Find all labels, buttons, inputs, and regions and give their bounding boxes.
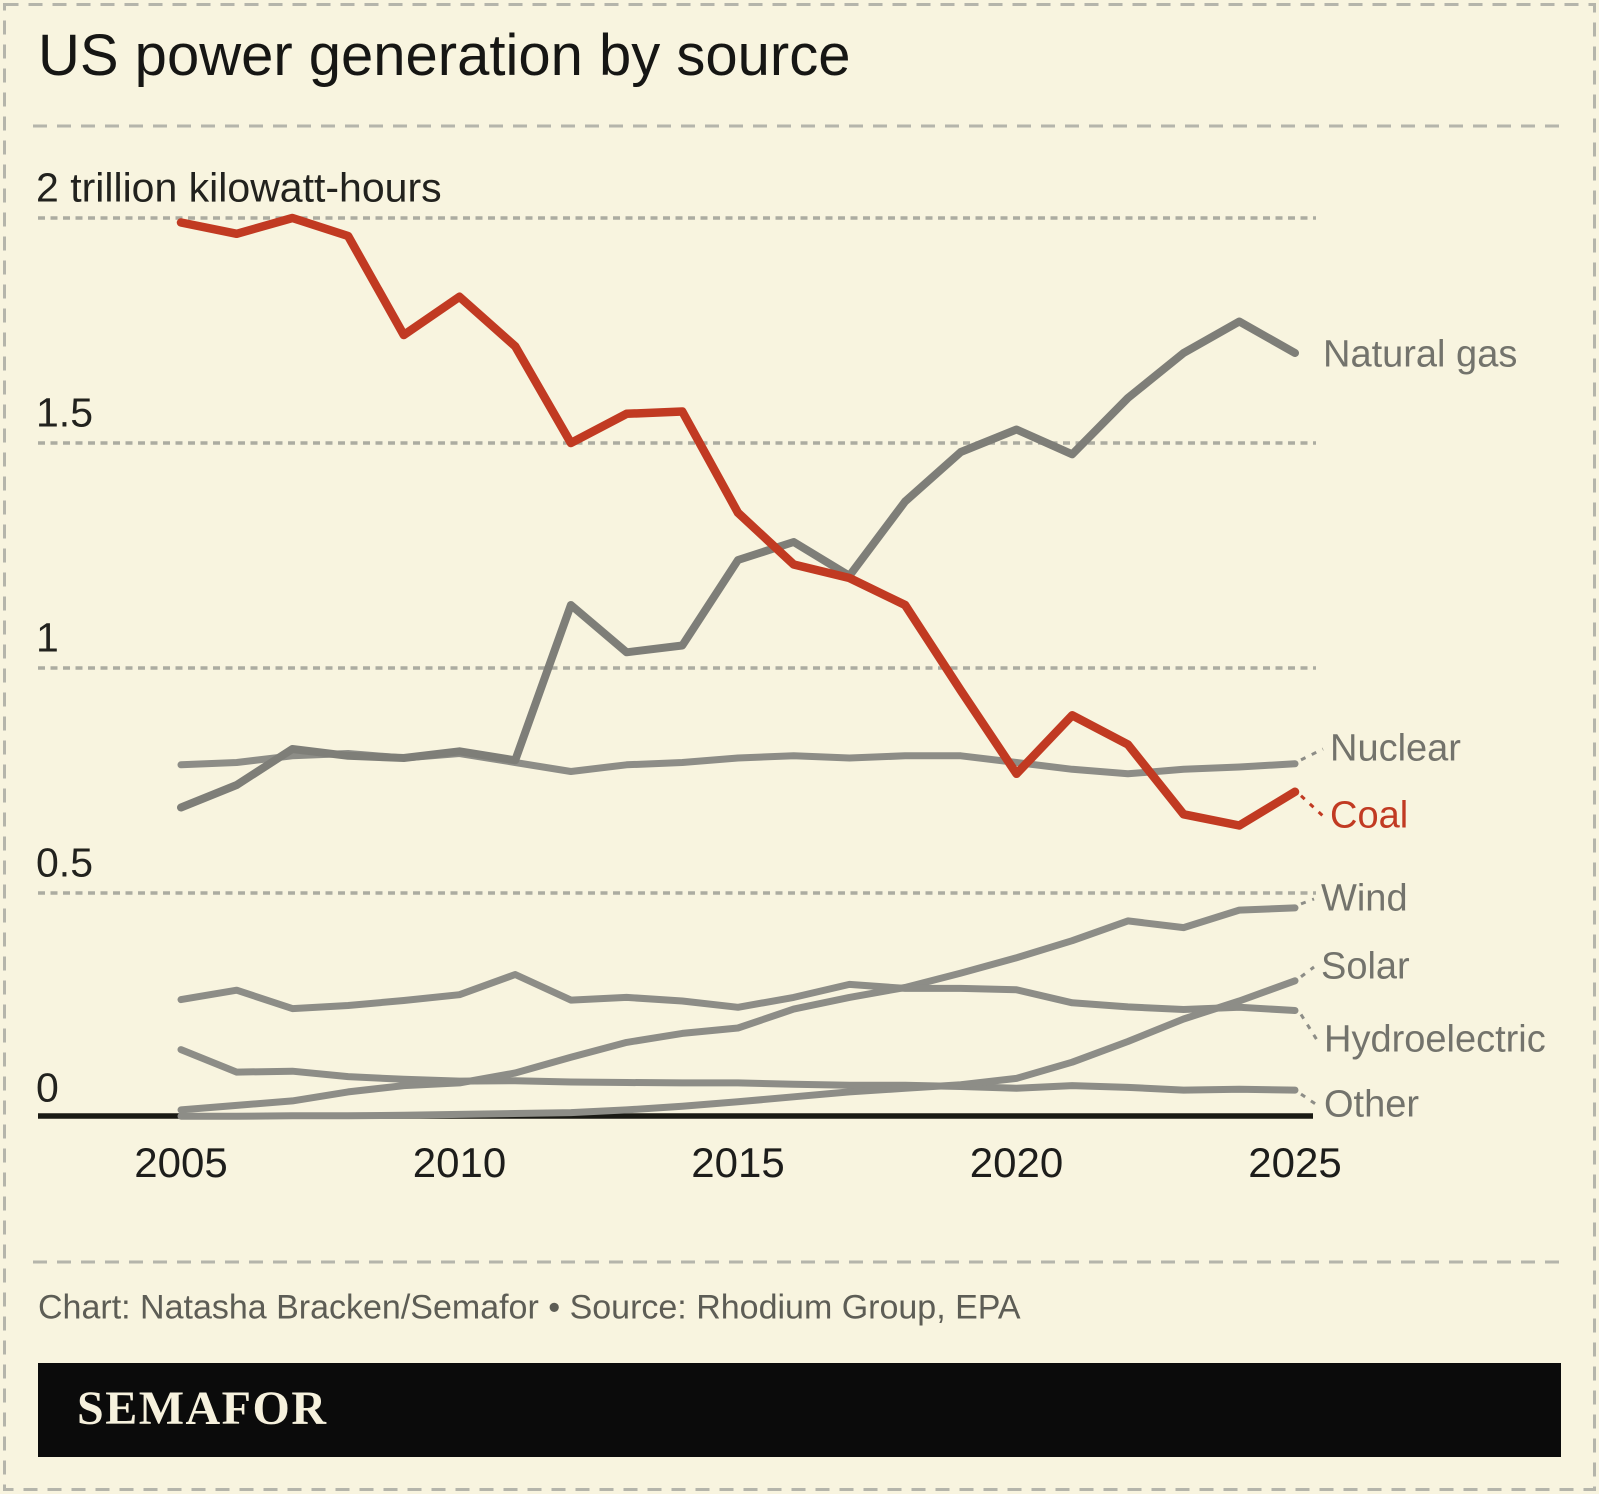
leader-hydroelectric — [1299, 1013, 1319, 1041]
leader-nuclear — [1300, 747, 1324, 762]
x-tick-label-2020: 2020 — [969, 1139, 1064, 1186]
y-tick-label-1.5: 1.5 — [36, 389, 93, 436]
leader-coal — [1299, 794, 1325, 818]
series-lines — [176, 213, 1300, 1120]
semafor-logo-bar: SEMAFOR — [38, 1363, 1561, 1457]
footer-credit: Chart: Natasha Bracken/Semafor • Source:… — [38, 1288, 1021, 1327]
series-label-hydroelectric: Hydroelectric — [1324, 1018, 1546, 1061]
y-tick-label-0.5: 0.5 — [36, 839, 93, 886]
series-label-nuclear: Nuclear — [1330, 727, 1461, 770]
line-coal — [176, 213, 1300, 830]
series-label-natural-gas: Natural gas — [1323, 333, 1518, 376]
line-natural-gas — [177, 317, 1299, 812]
semafor-logo: SEMAFOR — [77, 1381, 328, 1435]
line-other — [177, 1046, 1299, 1094]
series-label-coal: Coal — [1330, 794, 1409, 837]
x-tick-label-2010: 2010 — [412, 1139, 507, 1186]
series-label-solar: Solar — [1321, 945, 1410, 988]
x-tick-label-2015: 2015 — [691, 1139, 785, 1186]
series-label-other: Other — [1324, 1083, 1420, 1126]
dashed-page-border — [3, 3, 1596, 1491]
y-tick-label-1: 1 — [36, 614, 59, 661]
gridlines — [38, 216, 1316, 895]
line-wind — [177, 904, 1299, 1114]
y-tick-label-0: 0 — [36, 1064, 59, 1111]
line-hydroelectric — [177, 971, 1299, 1014]
y-tick-label-2: 2 trillion kilowatt-hours — [36, 164, 442, 211]
chart-title: US power generation by source — [38, 23, 851, 88]
leader-solar — [1300, 965, 1315, 978]
series-label-wind: Wind — [1321, 877, 1408, 920]
label-leader-lines — [1299, 747, 1325, 1107]
leader-other — [1300, 1092, 1318, 1107]
x-tick-label-2005: 2005 — [134, 1139, 228, 1186]
x-tick-label-2025: 2025 — [1248, 1139, 1342, 1186]
leader-wind — [1300, 897, 1315, 906]
line-solar — [177, 977, 1299, 1120]
